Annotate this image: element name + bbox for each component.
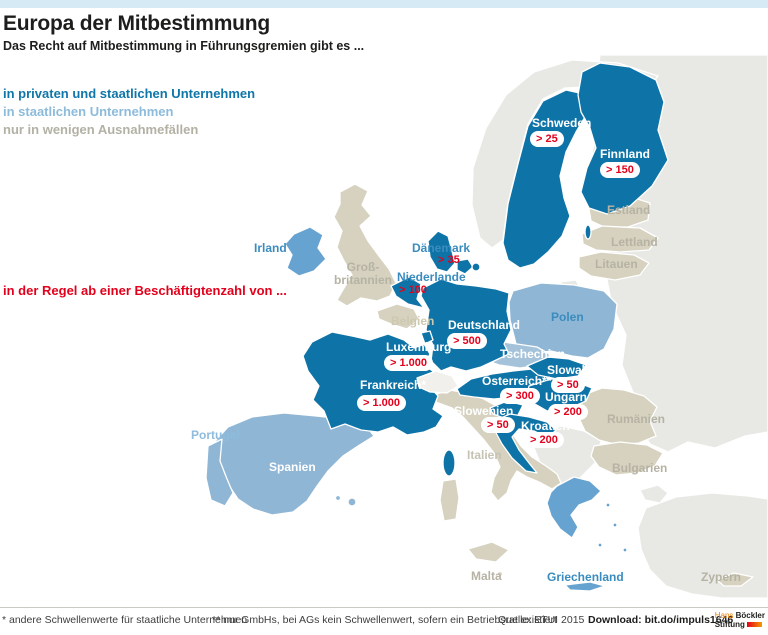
shape-aegean-island-4 — [622, 547, 628, 553]
value-daenemark: > 35 — [438, 254, 460, 266]
label-oesterreich: Österreich** — [482, 374, 552, 388]
legend-item-exceptions: nur in wenigen Ausnahmefällen — [3, 122, 199, 137]
label-griechenland: Griechenland — [547, 570, 624, 584]
logo-boeckler: Böckler — [735, 611, 765, 620]
label-deutschland: Deutschland — [448, 318, 521, 332]
label-slowakei: Slowakei — [547, 363, 599, 377]
label-finnland: Finnland — [600, 147, 650, 161]
label-spanien: Spanien — [269, 460, 316, 474]
label-italien: Italien — [467, 448, 502, 462]
shape-finnland — [577, 62, 669, 215]
logo-color-bar-icon — [746, 622, 762, 627]
shape-zypern — [716, 572, 754, 587]
label-bulgarien: Bulgarien — [612, 461, 668, 475]
shape-belgien — [376, 303, 420, 330]
shape-sardinien — [439, 478, 460, 522]
value-niederlande: > 100 — [399, 284, 427, 296]
logo-stiftung: Stiftung — [714, 620, 745, 629]
shape-irland — [284, 226, 327, 277]
shape-daenemark — [427, 230, 456, 273]
label-frankreich: Frankreich* — [360, 378, 427, 392]
value-kroatien: > 200 — [524, 432, 564, 448]
shape-grossbritannien — [333, 183, 397, 307]
shape-niederlande — [390, 276, 425, 309]
label-estland: Estland — [607, 203, 651, 217]
hans-boeckler-stiftung-logo: Hans Böckler Stiftung — [715, 611, 765, 629]
label-zypern: Zypern — [701, 570, 742, 584]
label-litauen: Litauen — [595, 257, 638, 271]
page-title: Europa der Mitbestimmung — [3, 12, 271, 35]
shape-luxemburg — [420, 330, 434, 345]
shape-gotland — [584, 224, 592, 240]
threshold-note: in der Regel ab einer Beschäftigtenzahl … — [3, 283, 287, 298]
legend-item-private-and-state: in privaten und staatlichen Unternehmen — [3, 86, 256, 101]
value-frankreich: > 1.000 — [357, 395, 407, 411]
label-polen: Polen — [551, 310, 584, 324]
value-schweden: > 25 — [530, 131, 564, 147]
value-oesterreich: > 300 — [500, 388, 540, 404]
shape-sizilien — [467, 541, 510, 563]
label-tschechien: Tschechien — [500, 347, 566, 361]
shape-slowakei — [526, 356, 587, 380]
value-slowakei: > 50 — [551, 377, 585, 393]
value-slowenien: > 50 — [481, 417, 515, 433]
label-lettland: Lettland — [611, 235, 658, 249]
shape-seeland — [456, 258, 474, 275]
shape-mallorca — [347, 497, 357, 507]
legend-item-state-only: in staatlichen Unternehmen — [3, 104, 174, 119]
shape-aegean-island-2 — [612, 522, 618, 528]
value-luxemburg: > 1.000 — [384, 355, 434, 371]
download-link: Download: bit.do/impuls1646 — [588, 614, 734, 626]
label-irland: Irland — [254, 241, 287, 255]
shape-kreta — [564, 581, 606, 592]
label-niederlande: Niederlande — [397, 270, 466, 284]
shape-aegean-island-3 — [597, 542, 603, 548]
value-deutschland: > 500 — [447, 333, 487, 349]
label-kroatien: Kroatien — [521, 419, 570, 433]
shape-bulgarien — [590, 441, 664, 476]
label-schweden: Schweden — [532, 116, 592, 130]
footnote-single-asterisk: * andere Schwellenwerte für staatliche U… — [2, 614, 248, 626]
label-belgien: Belgien — [391, 314, 435, 328]
label-grossbritannien: Groß- britannien — [333, 260, 393, 287]
shape-schweden — [502, 89, 589, 269]
shape-ibiza — [334, 494, 342, 502]
label-malta: Malta — [471, 569, 502, 583]
shape-fuenen — [471, 262, 481, 272]
shape-litauen — [578, 251, 650, 281]
shape-schweiz — [416, 370, 459, 394]
footnote-double-asterisk: ** nur GmbHs, bei AGs kein Schwellenwert… — [212, 614, 557, 626]
shape-turkey-nw — [639, 484, 669, 504]
top-accent-bar — [0, 0, 768, 8]
footer-divider — [0, 607, 768, 608]
shape-polen — [508, 282, 618, 359]
label-slowenien: Slowenien — [454, 404, 514, 418]
legend: in privaten und staatlichen Unternehmen … — [3, 85, 255, 139]
shape-korsika — [442, 449, 456, 477]
label-daenemark: Dänemark — [412, 241, 471, 255]
shape-malta — [496, 570, 504, 578]
value-finnland: > 150 — [600, 162, 640, 178]
label-luxemburg: Luxemburg* — [386, 340, 457, 354]
label-ungarn: Ungarn — [545, 390, 587, 404]
logo-hans: Hans — [714, 611, 734, 620]
page-subtitle: Das Recht auf Mitbestimmung in Führungsg… — [3, 39, 365, 53]
label-portugal: Portugal — [191, 428, 240, 442]
shape-turkey — [637, 492, 768, 599]
shape-portugal — [205, 438, 234, 507]
value-ungarn: > 200 — [548, 404, 588, 420]
source-note: Quelle: ETUI 2015 — [498, 614, 585, 626]
shape-griechenland — [546, 476, 602, 539]
shape-aegean-island-1 — [605, 502, 611, 508]
shape-rumaenien — [576, 387, 658, 446]
label-rumaenien: Rumänien — [607, 412, 666, 426]
shape-lettland — [581, 225, 659, 253]
